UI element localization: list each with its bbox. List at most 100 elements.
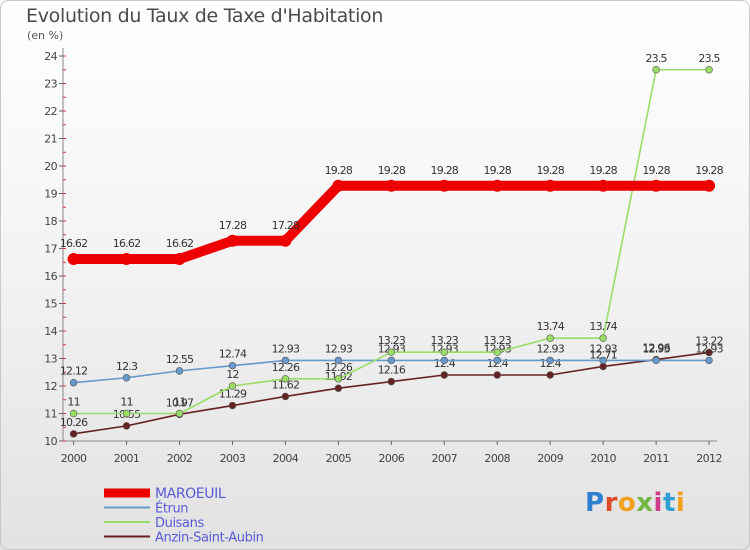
axes: 10 11 12 13 14 15 16 17 18 19 20 21 22 23 24 2000 2001 20…	[44, 48, 722, 465]
y-tick-label: 16	[44, 270, 57, 283]
data-point	[122, 374, 131, 382]
data-label: 19.28	[642, 164, 670, 177]
data-label: 12.93	[272, 342, 300, 355]
data-point	[228, 382, 237, 390]
data-label: 11	[173, 396, 185, 409]
data-point	[546, 356, 554, 365]
data-point	[387, 377, 396, 386]
logo-letter: o	[617, 488, 637, 518]
data-label: 12.93	[325, 342, 353, 355]
data-label: 11.29	[219, 388, 247, 401]
data-label: 23.5	[698, 52, 720, 65]
data-point	[175, 409, 184, 418]
data-point	[705, 348, 713, 357]
data-point	[546, 334, 554, 342]
data-point	[173, 252, 186, 265]
data-point	[175, 367, 184, 375]
data-label: 12.3	[116, 360, 138, 373]
logo-letter: t	[662, 488, 676, 518]
data-point	[120, 252, 133, 265]
y-tick-label: 14	[44, 325, 57, 338]
data-point	[226, 234, 239, 247]
data-label: 12.26	[325, 361, 353, 374]
data-point	[279, 234, 292, 247]
x-tick-label: 2005	[326, 452, 352, 465]
data-point	[334, 356, 343, 365]
proxiti-logo: Proxiti	[585, 488, 685, 518]
data-label: 13.22	[695, 334, 723, 347]
data-label: 23.5	[645, 52, 667, 65]
data-point	[546, 371, 554, 379]
data-point	[544, 179, 557, 192]
data-label: 19.28	[695, 164, 723, 177]
legend-label: MAROEUIL	[155, 486, 226, 502]
y-tick-label: 18	[44, 215, 57, 228]
y-tick-label: 23	[44, 78, 57, 91]
data-label: 13.23	[431, 334, 459, 347]
data-point	[438, 179, 451, 192]
data-point	[703, 179, 716, 192]
y-tick-label: 15	[44, 298, 57, 311]
data-point	[440, 356, 448, 365]
data-label: 12.93	[536, 342, 564, 355]
x-tick-label: 2002	[167, 452, 193, 465]
data-point	[387, 356, 396, 365]
y-tick-label: 21	[44, 133, 57, 146]
x-tick-label: 2012	[696, 452, 722, 465]
data-label: 19.28	[536, 164, 564, 177]
data-label: 12.26	[272, 361, 300, 374]
y-tick-label: 10	[44, 435, 57, 448]
data-label: 13.23	[378, 334, 406, 347]
data-point	[69, 430, 78, 438]
data-point	[491, 179, 504, 192]
data-label: 19.28	[378, 164, 406, 177]
data-label: 12.93	[642, 342, 670, 355]
data-label: 10.26	[60, 416, 88, 429]
data-label: 12.55	[166, 353, 194, 366]
legend-label: Étrun	[155, 501, 188, 517]
data-label: 11.62	[272, 378, 300, 391]
data-point	[493, 356, 501, 365]
data-label: 13.74	[589, 320, 617, 333]
x-tick-label: 2003	[220, 452, 246, 465]
data-point	[281, 375, 290, 383]
data-label: 11	[120, 396, 132, 409]
y-tick-label: 19	[44, 188, 57, 201]
logo-letter: x	[636, 488, 654, 518]
y-tick-label: 22	[44, 105, 57, 118]
data-point	[387, 348, 396, 356]
x-tick-label: 2007	[431, 452, 457, 465]
series-duisans: 11 11 11 12 12.26 12.26 13.23 13.23 13.23 13.74 13…	[67, 52, 721, 418]
data-label: 16.62	[60, 237, 88, 250]
data-point	[332, 179, 345, 192]
data-point	[281, 392, 290, 401]
data-point	[650, 179, 663, 192]
chart-subtitle: (en %)	[27, 29, 64, 42]
data-label: 12.12	[60, 365, 88, 378]
data-point	[705, 66, 713, 74]
data-point	[493, 371, 501, 379]
data-point	[122, 409, 131, 418]
data-label: 12.96	[642, 342, 670, 355]
data-point	[599, 356, 607, 365]
data-label: 11	[67, 396, 79, 409]
y-tick-label: 12	[44, 380, 57, 393]
chart-title: Evolution du Taux de Taxe d'Habitation	[26, 5, 384, 27]
data-point	[69, 409, 78, 418]
data-label: 19.28	[325, 164, 353, 177]
data-point	[228, 401, 237, 410]
logo-letter: i	[653, 488, 663, 518]
data-label: 12.74	[219, 348, 247, 361]
series-maroeuil: 16.62 16.62 16.62 17.28 17.28 19.28 19.28 19.28…	[60, 164, 724, 265]
data-label: 13.74	[536, 320, 564, 333]
x-tick-label: 2008	[484, 452, 510, 465]
x-tick-label: 2009	[537, 452, 563, 465]
logo-letter: r	[604, 488, 618, 518]
data-label: 10.97	[166, 396, 194, 409]
data-label: 17.28	[272, 219, 300, 232]
series-layer: 10.2610.5510.9711.2911.6211.9212.1612.41…	[60, 52, 724, 438]
data-point	[652, 356, 660, 365]
x-tick-label: 2010	[590, 452, 616, 465]
